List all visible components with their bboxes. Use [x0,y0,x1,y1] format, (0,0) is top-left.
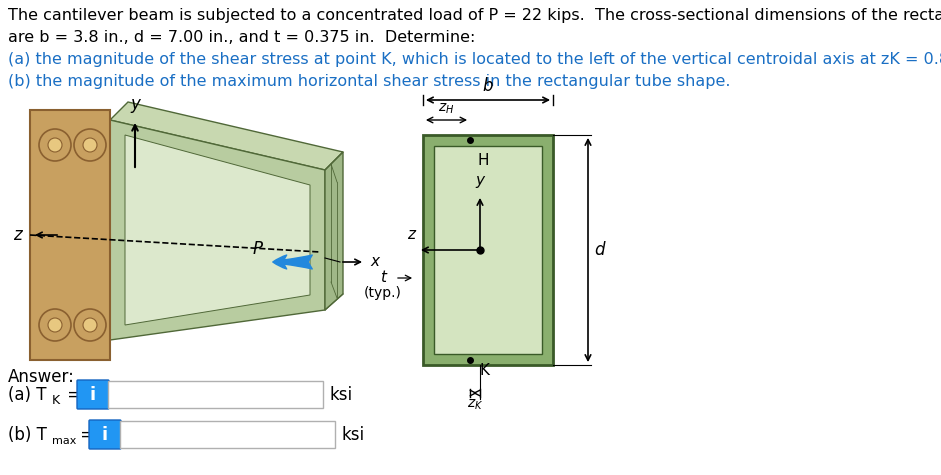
Text: b: b [483,77,493,95]
Text: d: d [594,241,604,259]
FancyBboxPatch shape [108,381,323,408]
Polygon shape [110,102,343,170]
FancyBboxPatch shape [77,380,109,409]
Circle shape [74,309,106,341]
Bar [423,135,553,365]
Text: (a) T: (a) T [8,386,46,404]
Bar [434,146,542,354]
Text: (b) the magnitude of the maximum horizontal shear stress in the rectangular tube: (b) the magnitude of the maximum horizon… [8,74,730,89]
Text: =: = [75,426,100,444]
FancyBboxPatch shape [89,420,121,449]
Circle shape [39,309,71,341]
Polygon shape [125,135,310,325]
Circle shape [83,138,97,152]
Text: K: K [52,393,60,407]
Circle shape [83,318,97,332]
FancyBboxPatch shape [120,421,335,448]
Text: K: K [480,363,490,378]
Text: are b = 3.8 in., d = 7.00 in., and t = 0.375 in.  Determine:: are b = 3.8 in., d = 7.00 in., and t = 0… [8,30,475,45]
Text: H: H [478,153,489,168]
Circle shape [74,129,106,161]
Text: y: y [130,95,140,113]
Text: The cantilever beam is subjected to a concentrated load of P = 22 kips.  The cro: The cantilever beam is subjected to a co… [8,8,941,23]
Circle shape [39,129,71,161]
Text: z: z [13,226,22,244]
Polygon shape [325,152,343,310]
Text: (a) the magnitude of the shear stress at point K, which is located to the left o: (a) the magnitude of the shear stress at… [8,52,941,67]
Text: ksi: ksi [330,386,353,404]
Polygon shape [30,110,110,360]
Polygon shape [110,120,325,340]
Text: y: y [475,173,485,188]
Text: Answer:: Answer: [8,368,75,386]
Text: P: P [253,240,263,258]
Text: i: i [102,426,108,444]
Text: ksi: ksi [342,426,365,444]
Text: (typ.): (typ.) [364,286,402,300]
Text: x: x [370,255,379,269]
Text: max: max [52,436,76,446]
Text: =: = [62,386,87,404]
Text: z: z [407,227,415,242]
Text: i: i [90,386,96,404]
Circle shape [48,138,62,152]
Text: t: t [380,270,386,285]
Text: $z_K$: $z_K$ [467,398,483,412]
Text: (b) T: (b) T [8,426,47,444]
Text: $z_H$: $z_H$ [439,102,455,116]
Circle shape [48,318,62,332]
